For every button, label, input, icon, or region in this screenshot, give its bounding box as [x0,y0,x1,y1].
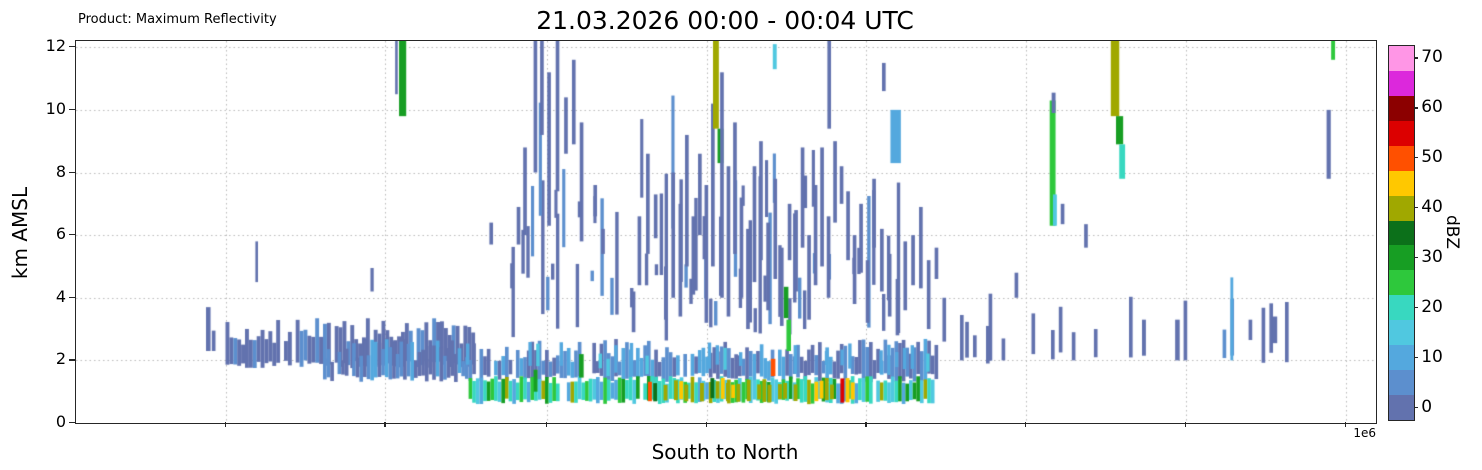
x-tick-mark [705,422,707,427]
colorbar-tick-mark [1414,406,1419,408]
x-tick-mark [1185,422,1187,427]
colorbar-tick-label: 30 [1421,246,1443,267]
y-tick-label: 12 [45,36,66,56]
colorbar-tick-mark [1414,256,1419,259]
colorbar-tick-label: 40 [1421,197,1443,218]
x-tick-mark [865,422,867,427]
colorbar-label: dBZ [1442,214,1462,250]
colorbar-segment-67.5dBZ [1389,45,1414,71]
colorbar-segment-52.5dBZ [1389,120,1414,146]
colorbar-segment-17.5dBZ [1389,295,1414,321]
colorbar-segment-7.5dBZ [1389,345,1414,371]
y-tick-mark [69,296,75,298]
chart-title: 21.03.2026 00:00 - 00:04 UTC [536,6,914,35]
colorbar-segment--2.5dBZ [1389,395,1414,420]
colorbar-segment-12.5dBZ [1389,320,1414,346]
product-label: Product: Maximum Reflectivity [78,12,277,27]
colorbar-tick-label: 50 [1421,147,1443,168]
y-tick-label: 4 [55,286,66,306]
y-tick-mark [69,359,75,361]
y-tick-mark [69,422,75,424]
y-tick-label: 6 [55,224,66,244]
colorbar-tick-label: 10 [1421,346,1443,367]
colorbar-tick-label: 60 [1421,97,1443,118]
colorbar-segment-37.5dBZ [1389,195,1414,221]
colorbar-tick-mark [1414,157,1419,159]
colorbar-segment-57.5dBZ [1389,95,1414,121]
x-tick-mark [1345,422,1347,427]
reflectivity-plot-canvas [76,41,1376,423]
colorbar-tick-mark [1414,207,1419,209]
x-axis-offset-label: 1e6 [1353,426,1376,440]
x-tick-mark [545,422,547,427]
colorbar [1388,45,1415,421]
colorbar-segment-62.5dBZ [1389,70,1414,96]
colorbar-segment-27.5dBZ [1389,245,1414,271]
colorbar-segment-22.5dBZ [1389,270,1414,296]
colorbar-tick-mark [1414,356,1419,358]
x-tick-mark [384,422,386,427]
y-tick-label: 2 [55,349,66,369]
x-axis-label: South to North [651,440,799,464]
y-tick-mark [69,46,75,48]
y-tick-mark [69,108,75,111]
colorbar-tick-mark [1414,306,1419,308]
colorbar-tick-mark [1414,107,1419,109]
colorbar-segment-2.5dBZ [1389,370,1414,396]
colorbar-segment-47.5dBZ [1389,145,1414,171]
colorbar-tick-label: 20 [1421,296,1443,317]
y-tick-mark [69,234,75,236]
x-tick-mark [1025,422,1027,427]
colorbar-tick-label: 70 [1421,47,1443,68]
y-tick-label: 10 [45,98,66,118]
plot-area [75,40,1377,424]
y-tick-label: 0 [55,412,66,431]
y-tick-mark [69,171,75,173]
colorbar-tick-mark [1414,57,1419,59]
colorbar-tick-label: 0 [1421,396,1433,417]
x-tick-mark [224,422,226,427]
colorbar-segment-42.5dBZ [1389,170,1414,196]
colorbar-segment-32.5dBZ [1389,220,1414,246]
y-tick-label: 8 [55,161,66,181]
